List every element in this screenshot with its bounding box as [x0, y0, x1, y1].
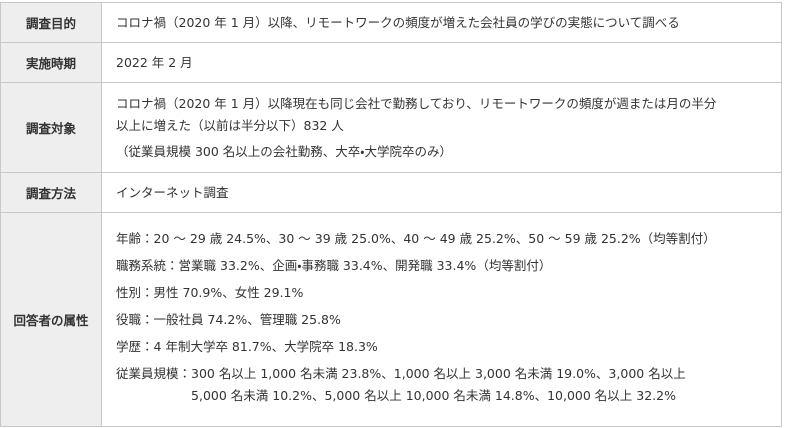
text-line: インターネット調査 [116, 184, 229, 200]
text-line: 20 ～ 29 歳 24.5%、30 ～ 39 歳 25.0%、40 ～ 49 … [153, 230, 716, 246]
attribute-value: 営業職 33.2%、企画・事務職 33.4%、開発職 33.4%（均等割付） [179, 255, 552, 277]
attribute-item: 役職： 一般社員 74.2%、管理職 25.8% [116, 309, 767, 331]
attribute-label: 学歴： [116, 338, 154, 354]
row-header: 調査対象 [0, 82, 102, 173]
text-line: 営業職 33.2%、企画・事務職 33.4%、開発職 33.4%（均等割付） [178, 257, 552, 273]
row-value: コロナ禍（2020 年 1 月）以降現在も同じ会社で勤務しており、リモートワーク… [101, 82, 782, 173]
text-line: コロナ禍（2020 年 1 月）以降、リモートワークの頻度が増えた会社員の学びの… [116, 14, 680, 30]
attribute-item: 職務系統： 営業職 33.2%、企画・事務職 33.4%、開発職 33.4%（均等… [116, 255, 767, 277]
row-value: 2022 年 2 月 [101, 42, 782, 83]
attribute-label: 性別： [116, 284, 154, 300]
text-line: 300 名以上 1,000 名未満 23.8%、1,000 名以上 3,000 … [191, 365, 686, 381]
row-value: コロナ禍（2020 年 1 月）以降、リモートワークの頻度が増えた会社員の学びの… [101, 2, 782, 43]
attribute-value: 一般社員 74.2%、管理職 25.8% [154, 309, 341, 331]
row-value: インターネット調査 [101, 172, 782, 213]
row-header: 調査目的 [0, 2, 102, 43]
attribute-label: 職務系統： [116, 257, 179, 273]
attribute-value: 300 名以上 1,000 名未満 23.8%、1,000 名以上 3,000 … [191, 363, 686, 407]
text-line: 4 年制大学卒 81.7%、大学院卒 18.3% [153, 338, 378, 354]
text-line: コロナ禍（2020 年 1 月）以降現在も同じ会社で勤務しており、リモートワーク… [116, 95, 717, 111]
row-value: 年齢： 20 ～ 29 歳 24.5%、30 ～ 39 歳 25.0%、40 ～ … [101, 212, 782, 427]
row-header: 調査方法 [0, 172, 102, 213]
attribute-value: 男性 70.9%、女性 29.1% [154, 282, 304, 304]
table-row: 調査方法 インターネット調査 [0, 172, 782, 213]
attribute-label: 役職： [116, 311, 154, 327]
table-row: 調査目的 コロナ禍（2020 年 1 月）以降、リモートワークの頻度が増えた会社員… [0, 2, 782, 43]
attribute-label: 従業員規模： [116, 365, 192, 381]
text-line: （従業員規模 300 名以上の会社勤務、大卒・大学院卒のみ） [116, 143, 453, 159]
attribute-item: 性別： 男性 70.9%、女性 29.1% [116, 282, 767, 304]
attribute-item: 従業員規模： 300 名以上 1,000 名未満 23.8%、1,000 名以上 … [116, 363, 767, 407]
text-line: 2022 年 2 月 [116, 54, 193, 70]
text-line: 男性 70.9%、女性 29.1% [153, 284, 304, 300]
attribute-value: 20 ～ 29 歳 24.5%、30 ～ 39 歳 25.0%、40 ～ 49 … [154, 228, 716, 250]
text-line: 一般社員 74.2%、管理職 25.8% [153, 311, 341, 327]
attribute-value: 4 年制大学卒 81.7%、大学院卒 18.3% [154, 336, 378, 358]
row-header: 実施時期 [0, 42, 102, 83]
attribute-item: 学歴： 4 年制大学卒 81.7%、大学院卒 18.3% [116, 336, 767, 358]
attribute-item: 年齢： 20 ～ 29 歳 24.5%、30 ～ 39 歳 25.0%、40 ～ … [116, 228, 767, 250]
row-header: 回答者の属性 [0, 212, 102, 427]
text-line: 以上に増えた（以前は半分以下）832 人 [116, 117, 344, 133]
table-row: 調査対象 コロナ禍（2020 年 1 月）以降現在も同じ会社で勤務しており、リモー… [0, 82, 782, 173]
table-row: 回答者の属性 年齢： 20 ～ 29 歳 24.5%、30 ～ 39 歳 25.0%… [0, 212, 782, 427]
table-row: 実施時期 2022 年 2 月 [0, 42, 782, 83]
attribute-label: 年齢： [116, 230, 154, 246]
text-line: 5,000 名未満 10.2%、5,000 名以上 10,000 名未満 14.… [191, 387, 676, 403]
